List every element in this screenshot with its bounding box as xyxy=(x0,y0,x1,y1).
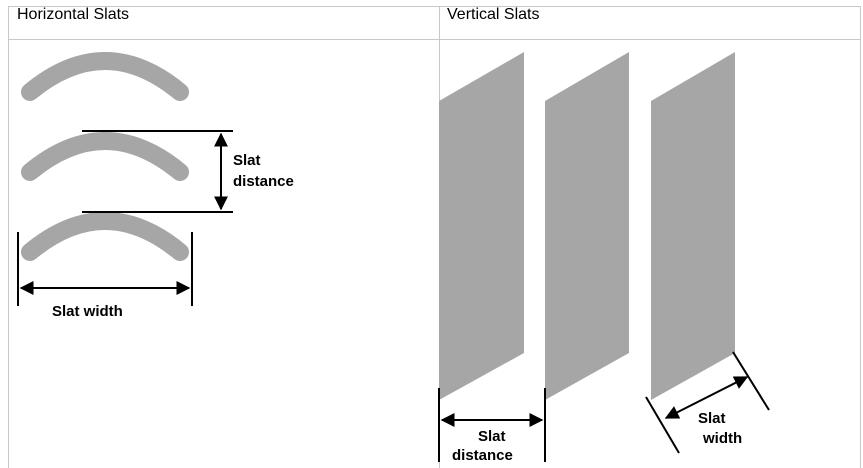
horizontal-distance-label-line1: Slat xyxy=(233,152,261,169)
horizontal-slat-3 xyxy=(21,212,189,261)
header-horizontal-slats: Horizontal Slats xyxy=(17,6,130,23)
vertical-width-label-line2: width xyxy=(702,430,742,447)
vertical-distance-label-line1: Slat xyxy=(478,428,506,445)
vertical-slat-2 xyxy=(545,52,629,400)
vertical-width-right-line xyxy=(732,351,770,411)
horizontal-slats-group: Slat distance Slat width xyxy=(17,52,294,320)
horizontal-width-label: Slat width xyxy=(52,303,123,320)
horizontal-distance-label-line2: distance xyxy=(233,173,294,190)
vertical-slats-group: Slat distance Slat width xyxy=(438,52,770,464)
vertical-slat-3 xyxy=(651,52,735,400)
horizontal-slat-2 xyxy=(21,132,189,181)
horizontal-slat-1 xyxy=(21,52,189,101)
table-header-row xyxy=(9,7,860,40)
header-vertical-slats: Vertical Slats xyxy=(447,6,540,23)
vertical-width-arrow xyxy=(664,376,749,419)
vertical-width-left-line xyxy=(645,396,680,454)
vertical-width-label-line1: Slat xyxy=(698,410,726,427)
vertical-slat-1 xyxy=(439,52,524,400)
vertical-distance-label-line2: distance xyxy=(452,447,513,464)
